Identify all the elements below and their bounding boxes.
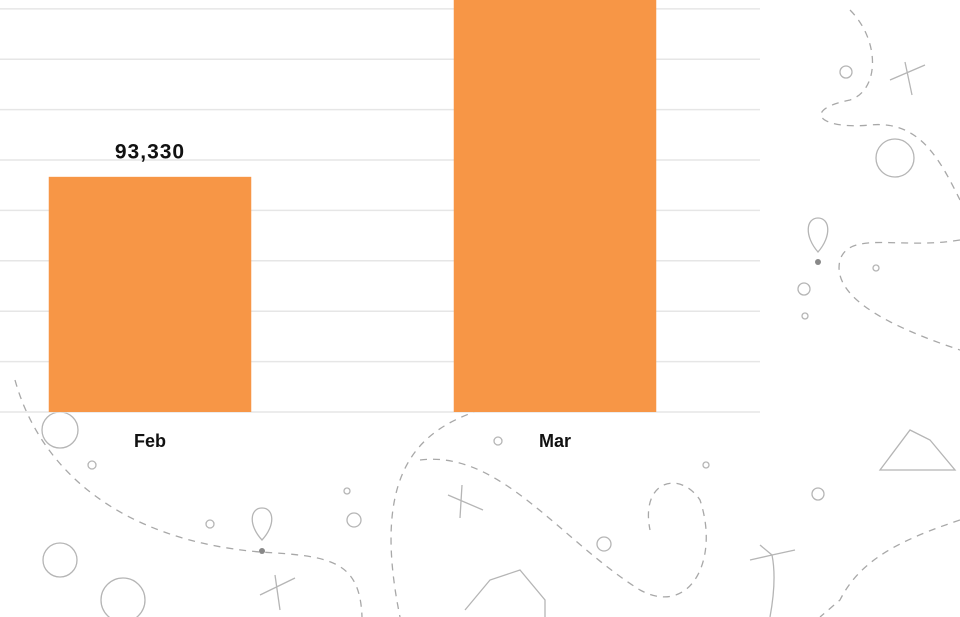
x-tick-label: Feb [134,431,166,451]
data-label: 93,330 [115,140,185,163]
bar [453,0,657,412]
background-decoration [14,9,960,617]
labels: Feb 93,330 Mar [115,140,571,450]
bars [48,0,657,412]
x-tick-label: Mar [539,431,571,451]
bar [48,176,252,412]
